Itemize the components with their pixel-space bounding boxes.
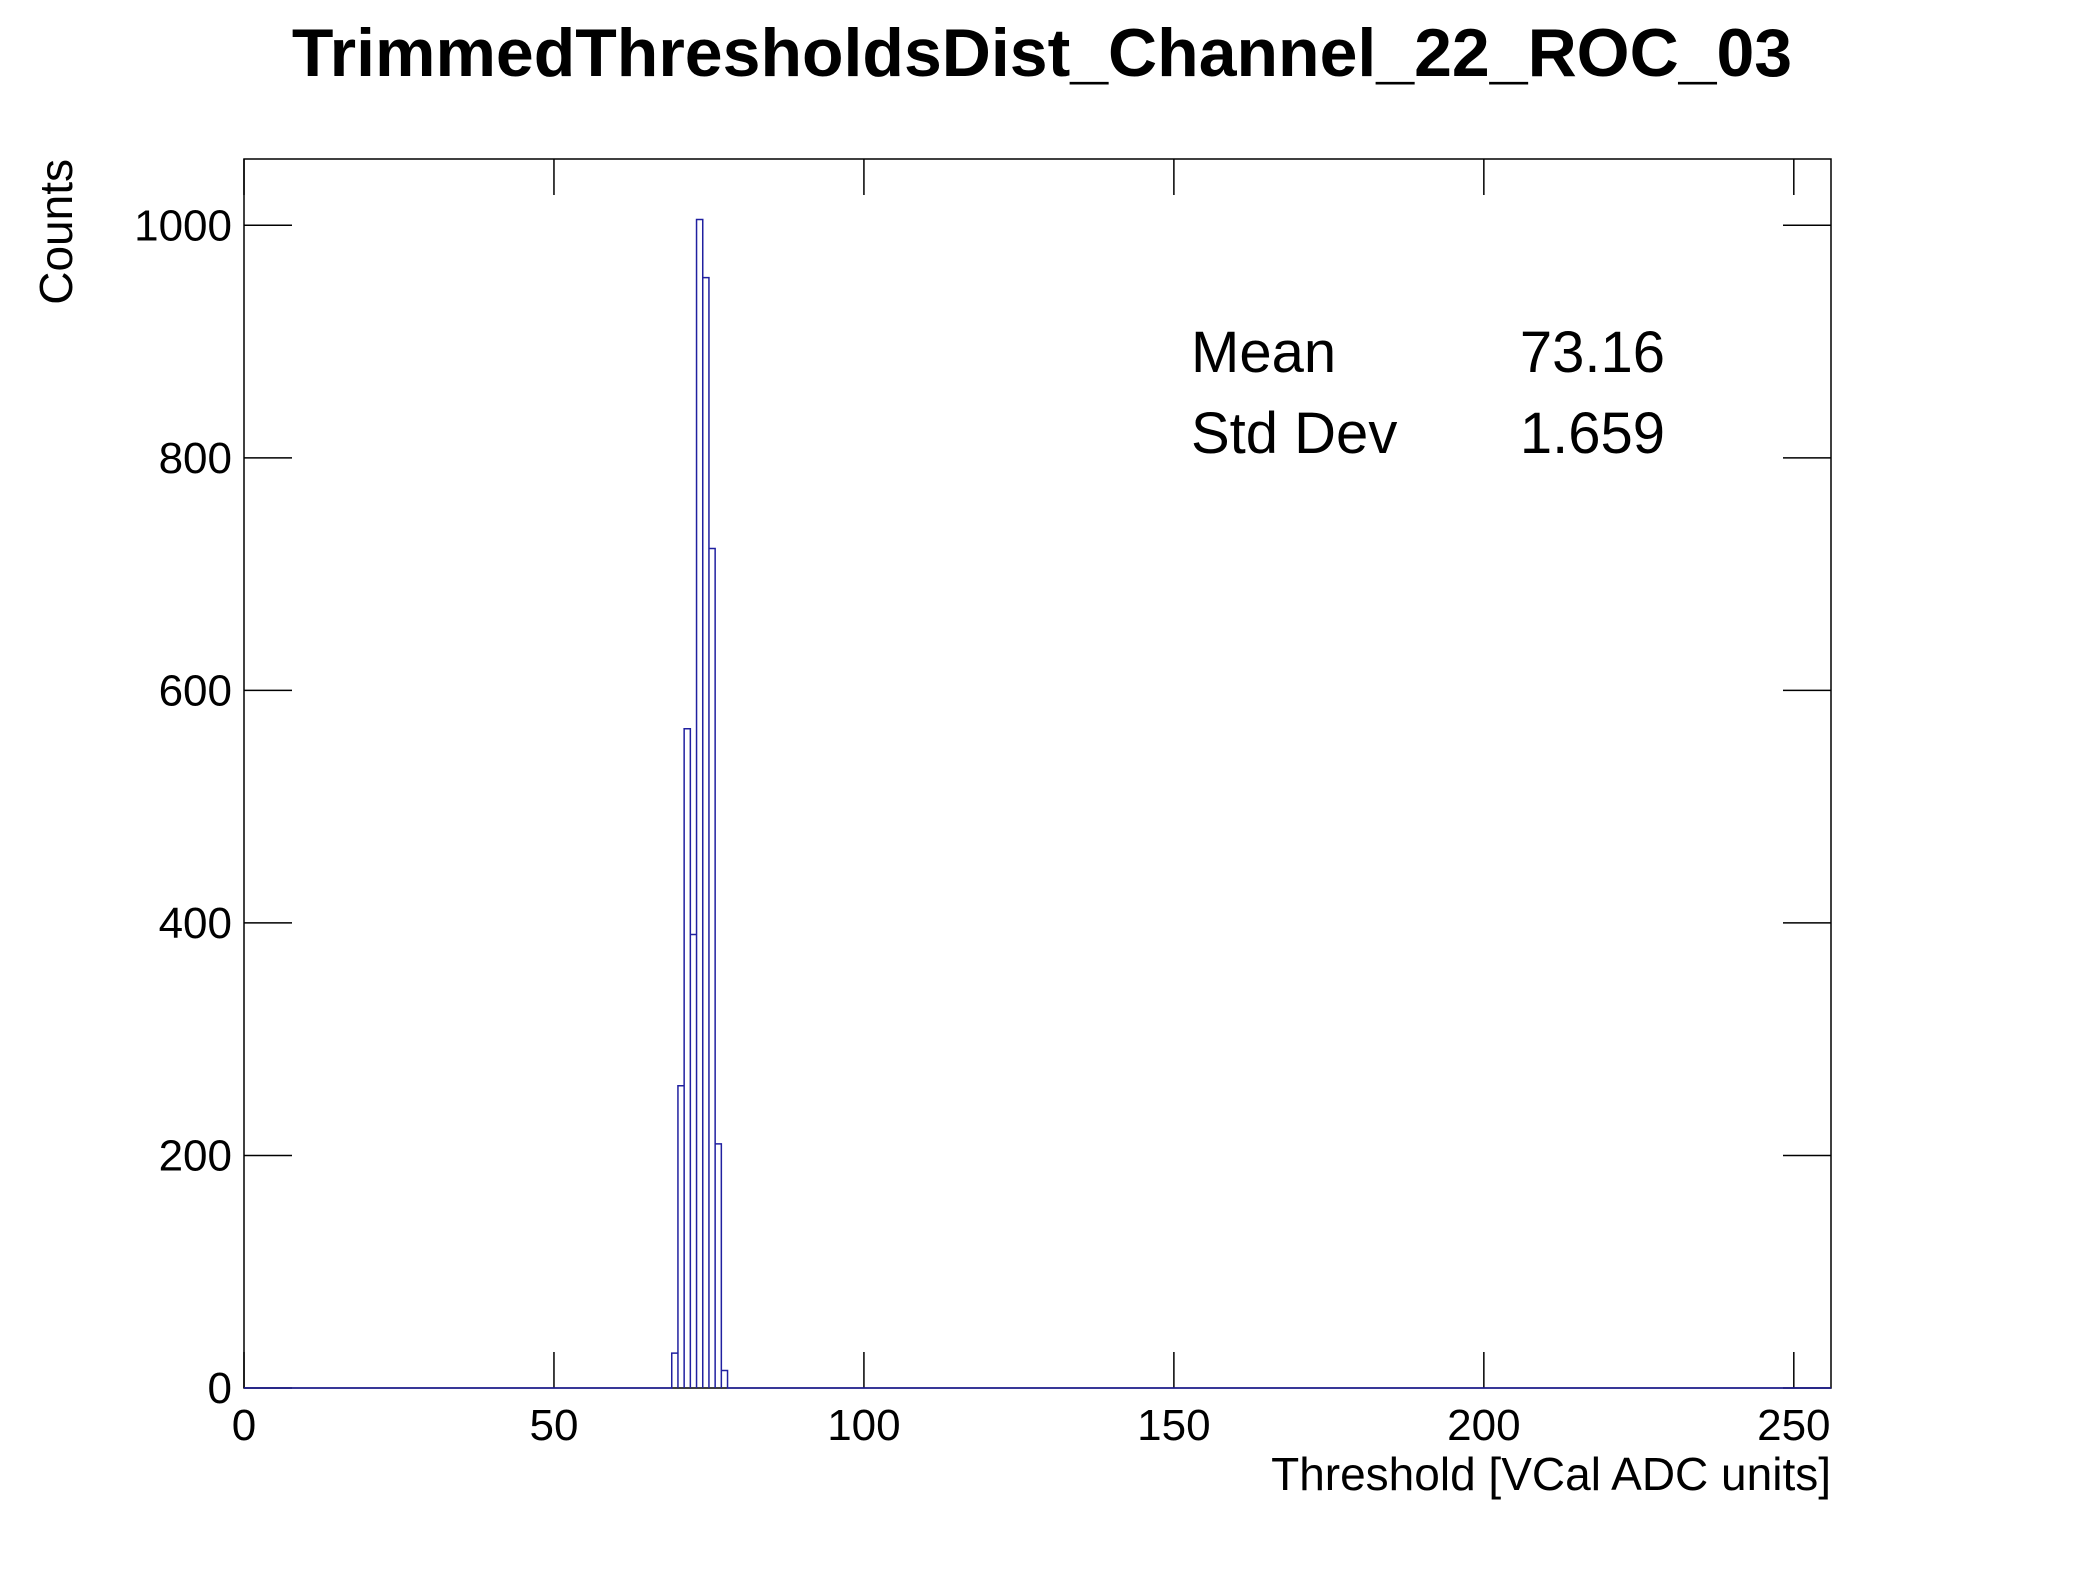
bar — [721, 1371, 727, 1388]
x-tick-label: 250 — [1757, 1401, 1830, 1450]
bar — [672, 1353, 678, 1388]
y-axis-label: Counts — [30, 159, 82, 305]
bar — [715, 1144, 721, 1388]
x-tick-label: 200 — [1447, 1401, 1520, 1450]
bar — [697, 219, 703, 1388]
chart-title: TrimmedThresholdsDist_Channel_22_ROC_03 — [292, 15, 1792, 91]
y-tick-label: 800 — [159, 434, 232, 483]
bar — [709, 549, 715, 1388]
stat-name: Mean — [1191, 320, 1336, 385]
y-tick-label: 1000 — [134, 201, 232, 250]
bar — [703, 278, 709, 1388]
x-tick-label: 100 — [827, 1401, 900, 1450]
y-tick-label: 600 — [159, 666, 232, 715]
stat-name: Std Dev — [1191, 401, 1397, 466]
bar — [678, 1086, 684, 1388]
bar — [684, 729, 690, 1388]
x-tick-label: 150 — [1137, 1401, 1210, 1450]
y-tick-label: 400 — [159, 899, 232, 948]
x-tick-label: 0 — [232, 1401, 256, 1450]
y-tick-label: 200 — [159, 1131, 232, 1180]
histogram-outline — [244, 218, 1831, 1389]
x-axis-label: Threshold [VCal ADC units] — [1271, 1448, 1831, 1500]
y-tick-label: 0 — [208, 1364, 232, 1413]
stat-value: 73.16 — [1520, 320, 1665, 385]
stat-value: 1.659 — [1520, 401, 1665, 466]
x-tick-label: 50 — [529, 1401, 578, 1450]
bar — [690, 935, 696, 1388]
